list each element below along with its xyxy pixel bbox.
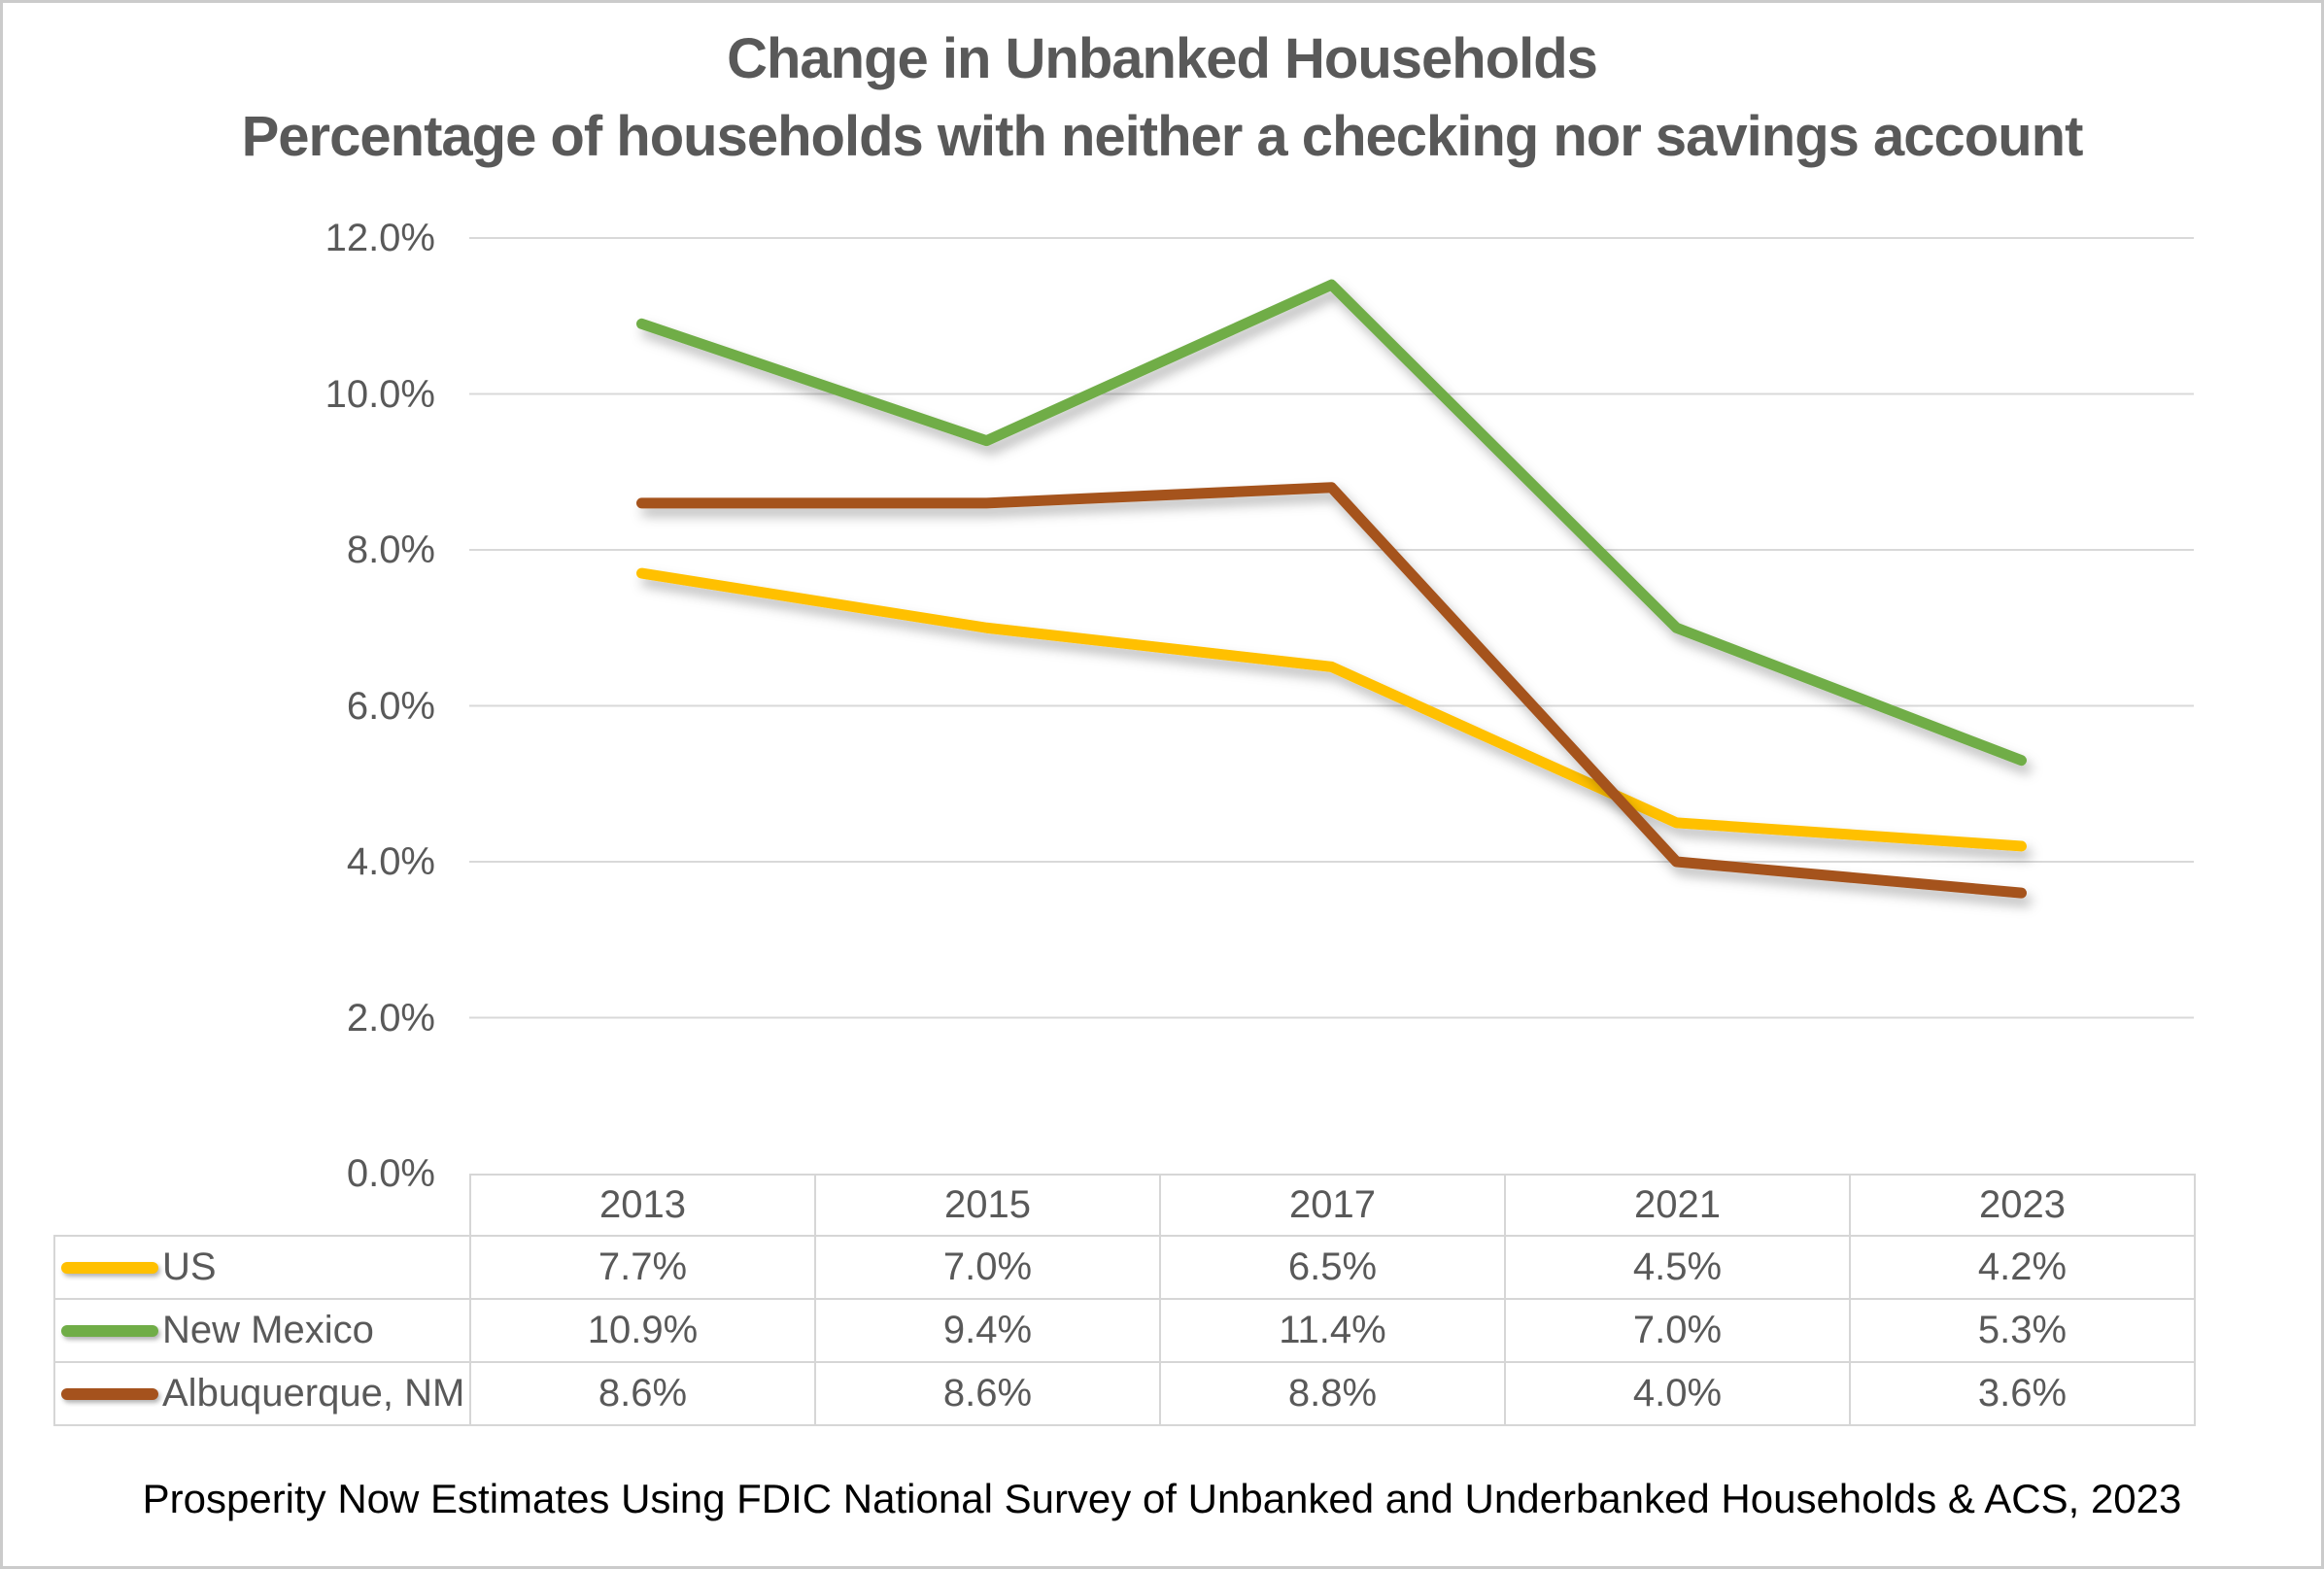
table-value-cell: 8.8% [1159, 1361, 1506, 1426]
y-tick-label: 2.0% [346, 996, 435, 1040]
table-corner-blank [54, 1175, 470, 1236]
y-tick-label: 0.0% [346, 1152, 435, 1195]
table-year-header: 2013 [469, 1174, 816, 1237]
series-label-cell: New Mexico [53, 1298, 471, 1363]
y-tick-label: 8.0% [346, 529, 435, 571]
legend-key-us [61, 1261, 158, 1274]
y-tick-label: 12.0% [325, 217, 435, 259]
series-name: New Mexico [162, 1309, 374, 1351]
y-tick-label: 4.0% [346, 840, 435, 883]
chart-title: Change in Unbanked Households [727, 27, 1598, 90]
series-name: US [162, 1245, 217, 1288]
line-chart-plot [469, 237, 2194, 1019]
table-year-header: 2021 [1504, 1174, 1851, 1237]
table-value-cell: 4.5% [1504, 1235, 1851, 1300]
table-row-us: US 7.7% 7.0% 6.5% 4.5% 4.2% [53, 1235, 2196, 1300]
table-value-cell: 10.9% [469, 1298, 816, 1363]
series-lines [636, 279, 2027, 899]
chart-data-table: 2013 2015 2017 2021 2023 US 7.7% 7.0% 6.5% 4.5% 4.… [53, 1174, 2196, 1426]
table-value-cell: 6.5% [1159, 1235, 1506, 1300]
series-line-new-mexico [636, 279, 2027, 767]
table-value-cell: 7.0% [814, 1235, 1161, 1300]
chart-title-block: Change in Unbanked Households Percentage… [3, 20, 2321, 176]
table-value-cell: 7.0% [1504, 1298, 1851, 1363]
y-tick-label: 6.0% [346, 684, 435, 728]
series-label-cell: Albuquerque, NM [53, 1361, 471, 1426]
table-year-header: 2017 [1159, 1174, 1506, 1237]
series-label-cell: US [53, 1235, 471, 1300]
table-value-cell: 4.0% [1504, 1361, 1851, 1426]
table-value-cell: 8.6% [469, 1361, 816, 1426]
table-value-cell: 11.4% [1159, 1298, 1506, 1363]
table-row-new-mexico: New Mexico 10.9% 9.4% 11.4% 7.0% 5.3% [53, 1298, 2196, 1363]
table-value-cell: 7.7% [469, 1235, 816, 1300]
table-value-cell: 4.2% [1849, 1235, 2196, 1300]
legend-key-albuquerque-nm [61, 1387, 158, 1400]
table-value-cell: 5.3% [1849, 1298, 2196, 1363]
table-row-albuquerque-nm: Albuquerque, NM 8.6% 8.6% 8.8% 4.0% 3.6% [53, 1361, 2196, 1426]
series-name: Albuquerque, NM [162, 1372, 465, 1415]
series-line-albuquerque-nm [636, 482, 2027, 899]
table-value-cell: 3.6% [1849, 1361, 2196, 1426]
series-line-us [636, 567, 2027, 852]
source-note: Prosperity Now Estimates Using FDIC Nati… [142, 1476, 2182, 1521]
gridlines [469, 237, 2194, 1019]
table-value-cell: 9.4% [814, 1298, 1161, 1363]
chart-subtitle: Percentage of households with neither a … [241, 105, 2084, 168]
table-value-cell: 8.6% [814, 1361, 1161, 1426]
table-year-header: 2023 [1849, 1174, 2196, 1237]
table-year-header: 2015 [814, 1174, 1161, 1237]
y-tick-label: 10.0% [325, 372, 435, 416]
legend-key-new-mexico [61, 1324, 158, 1337]
